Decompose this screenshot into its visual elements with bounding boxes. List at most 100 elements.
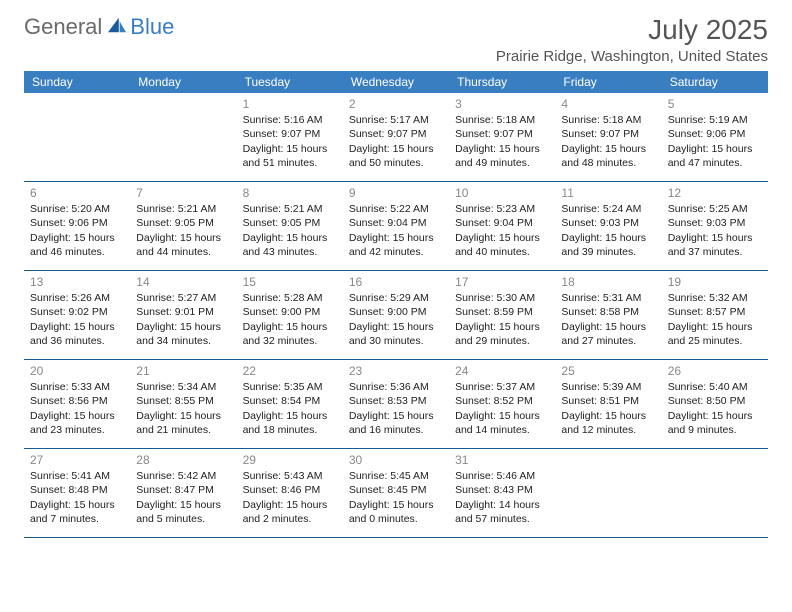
day-number: 24 — [455, 363, 549, 379]
day-number: 18 — [561, 274, 655, 290]
day-number: 30 — [349, 452, 443, 468]
day-detail-line: Sunset: 8:55 PM — [136, 394, 230, 408]
day-detail-line: Sunset: 9:00 PM — [243, 305, 337, 319]
day-number: 23 — [349, 363, 443, 379]
day-cell: 1Sunrise: 5:16 AMSunset: 9:07 PMDaylight… — [237, 93, 343, 181]
day-detail-line: Sunrise: 5:25 AM — [668, 202, 762, 216]
day-detail-line: Sunset: 9:07 PM — [243, 127, 337, 141]
day-header: Saturday — [662, 71, 768, 93]
day-number: 4 — [561, 96, 655, 112]
day-cell: 4Sunrise: 5:18 AMSunset: 9:07 PMDaylight… — [555, 93, 661, 181]
day-cell: 8Sunrise: 5:21 AMSunset: 9:05 PMDaylight… — [237, 182, 343, 270]
day-detail-line: Sunset: 9:03 PM — [668, 216, 762, 230]
day-cell: 28Sunrise: 5:42 AMSunset: 8:47 PMDayligh… — [130, 449, 236, 537]
week-row: 20Sunrise: 5:33 AMSunset: 8:56 PMDayligh… — [24, 360, 768, 449]
day-number: 16 — [349, 274, 443, 290]
day-cell — [555, 449, 661, 537]
day-number: 5 — [668, 96, 762, 112]
day-detail-line: Daylight: 15 hours and 49 minutes. — [455, 142, 549, 170]
day-cell: 6Sunrise: 5:20 AMSunset: 9:06 PMDaylight… — [24, 182, 130, 270]
day-cell: 9Sunrise: 5:22 AMSunset: 9:04 PMDaylight… — [343, 182, 449, 270]
day-detail-line: Sunrise: 5:21 AM — [243, 202, 337, 216]
day-detail-line: Sunrise: 5:34 AM — [136, 380, 230, 394]
day-cell: 23Sunrise: 5:36 AMSunset: 8:53 PMDayligh… — [343, 360, 449, 448]
day-detail-line: Sunrise: 5:29 AM — [349, 291, 443, 305]
day-cell: 30Sunrise: 5:45 AMSunset: 8:45 PMDayligh… — [343, 449, 449, 537]
day-detail-line: Sunset: 9:03 PM — [561, 216, 655, 230]
day-number: 2 — [349, 96, 443, 112]
day-detail-line: Sunrise: 5:30 AM — [455, 291, 549, 305]
day-cell: 11Sunrise: 5:24 AMSunset: 9:03 PMDayligh… — [555, 182, 661, 270]
day-cell: 3Sunrise: 5:18 AMSunset: 9:07 PMDaylight… — [449, 93, 555, 181]
day-number: 20 — [30, 363, 124, 379]
day-number: 22 — [243, 363, 337, 379]
day-detail-line: Sunrise: 5:37 AM — [455, 380, 549, 394]
day-detail-line: Sunset: 8:45 PM — [349, 483, 443, 497]
day-detail-line: Daylight: 15 hours and 25 minutes. — [668, 320, 762, 348]
header: General Blue July 2025 Prairie Ridge, Wa… — [24, 14, 768, 65]
day-detail-line: Sunset: 8:46 PM — [243, 483, 337, 497]
day-cell: 31Sunrise: 5:46 AMSunset: 8:43 PMDayligh… — [449, 449, 555, 537]
day-cell: 16Sunrise: 5:29 AMSunset: 9:00 PMDayligh… — [343, 271, 449, 359]
day-detail-line: Sunset: 9:07 PM — [455, 127, 549, 141]
day-detail-line: Sunrise: 5:33 AM — [30, 380, 124, 394]
day-detail-line: Daylight: 15 hours and 9 minutes. — [668, 409, 762, 437]
day-detail-line: Daylight: 15 hours and 5 minutes. — [136, 498, 230, 526]
day-detail-line: Sunset: 8:54 PM — [243, 394, 337, 408]
day-number: 11 — [561, 185, 655, 201]
day-detail-line: Sunrise: 5:41 AM — [30, 469, 124, 483]
day-detail-line: Sunset: 8:57 PM — [668, 305, 762, 319]
logo-text-general: General — [24, 14, 102, 40]
day-detail-line: Daylight: 15 hours and 47 minutes. — [668, 142, 762, 170]
day-cell: 21Sunrise: 5:34 AMSunset: 8:55 PMDayligh… — [130, 360, 236, 448]
day-detail-line: Daylight: 15 hours and 7 minutes. — [30, 498, 124, 526]
day-detail-line: Sunset: 8:48 PM — [30, 483, 124, 497]
day-detail-line: Daylight: 15 hours and 23 minutes. — [30, 409, 124, 437]
day-detail-line: Sunrise: 5:45 AM — [349, 469, 443, 483]
day-number: 12 — [668, 185, 762, 201]
day-cell: 22Sunrise: 5:35 AMSunset: 8:54 PMDayligh… — [237, 360, 343, 448]
day-detail-line: Sunset: 9:02 PM — [30, 305, 124, 319]
day-cell: 25Sunrise: 5:39 AMSunset: 8:51 PMDayligh… — [555, 360, 661, 448]
day-number: 13 — [30, 274, 124, 290]
day-detail-line: Sunrise: 5:27 AM — [136, 291, 230, 305]
day-number: 19 — [668, 274, 762, 290]
day-detail-line: Daylight: 15 hours and 2 minutes. — [243, 498, 337, 526]
day-cell: 7Sunrise: 5:21 AMSunset: 9:05 PMDaylight… — [130, 182, 236, 270]
day-detail-line: Daylight: 15 hours and 21 minutes. — [136, 409, 230, 437]
calendar-page: General Blue July 2025 Prairie Ridge, Wa… — [0, 0, 792, 548]
weeks-container: 1Sunrise: 5:16 AMSunset: 9:07 PMDaylight… — [24, 93, 768, 538]
day-number: 17 — [455, 274, 549, 290]
day-detail-line: Daylight: 15 hours and 14 minutes. — [455, 409, 549, 437]
logo-sail-icon — [106, 16, 128, 34]
day-detail-line: Daylight: 15 hours and 40 minutes. — [455, 231, 549, 259]
day-cell: 27Sunrise: 5:41 AMSunset: 8:48 PMDayligh… — [24, 449, 130, 537]
day-detail-line: Sunset: 8:53 PM — [349, 394, 443, 408]
day-number: 6 — [30, 185, 124, 201]
calendar-grid: SundayMondayTuesdayWednesdayThursdayFrid… — [24, 71, 768, 538]
day-detail-line: Daylight: 15 hours and 32 minutes. — [243, 320, 337, 348]
day-detail-line: Sunrise: 5:22 AM — [349, 202, 443, 216]
day-cell: 10Sunrise: 5:23 AMSunset: 9:04 PMDayligh… — [449, 182, 555, 270]
day-detail-line: Sunrise: 5:42 AM — [136, 469, 230, 483]
day-detail-line: Daylight: 14 hours and 57 minutes. — [455, 498, 549, 526]
day-number: 25 — [561, 363, 655, 379]
day-detail-line: Daylight: 15 hours and 42 minutes. — [349, 231, 443, 259]
day-header: Wednesday — [343, 71, 449, 93]
title-block: July 2025 Prairie Ridge, Washington, Uni… — [496, 14, 768, 65]
day-detail-line: Sunset: 8:58 PM — [561, 305, 655, 319]
day-detail-line: Sunset: 9:05 PM — [136, 216, 230, 230]
day-number: 10 — [455, 185, 549, 201]
logo: General Blue — [24, 14, 174, 40]
day-detail-line: Daylight: 15 hours and 30 minutes. — [349, 320, 443, 348]
day-detail-line: Daylight: 15 hours and 37 minutes. — [668, 231, 762, 259]
day-number: 15 — [243, 274, 337, 290]
week-row: 6Sunrise: 5:20 AMSunset: 9:06 PMDaylight… — [24, 182, 768, 271]
day-detail-line: Daylight: 15 hours and 44 minutes. — [136, 231, 230, 259]
month-title: July 2025 — [496, 14, 768, 46]
day-detail-line: Daylight: 15 hours and 16 minutes. — [349, 409, 443, 437]
logo-text-blue: Blue — [130, 14, 174, 40]
day-cell: 24Sunrise: 5:37 AMSunset: 8:52 PMDayligh… — [449, 360, 555, 448]
day-detail-line: Sunset: 8:47 PM — [136, 483, 230, 497]
day-detail-line: Daylight: 15 hours and 29 minutes. — [455, 320, 549, 348]
